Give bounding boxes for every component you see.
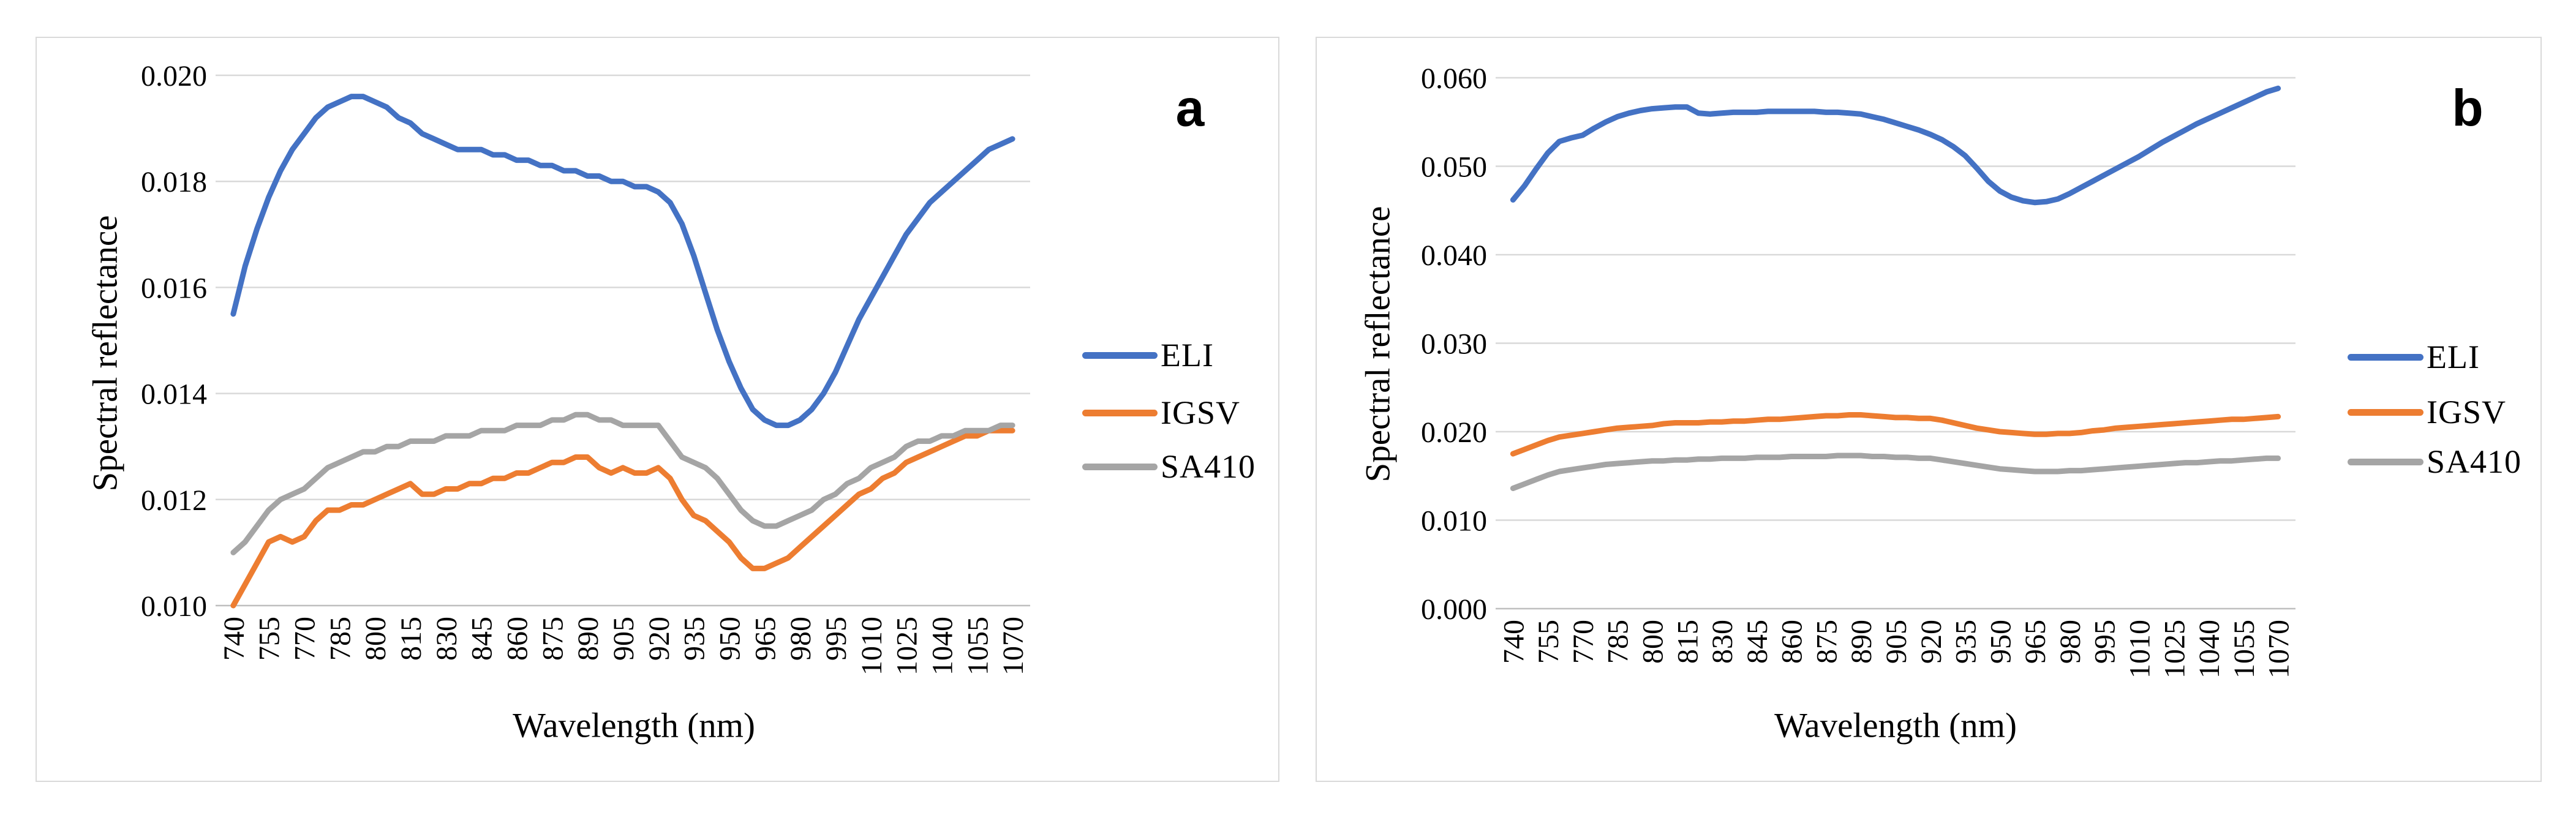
legend-line-eli <box>2348 353 2423 361</box>
x-tick-label: 965 <box>749 617 781 661</box>
legend-line-igsv <box>2348 408 2423 416</box>
x-tick-label: 1010 <box>856 617 888 675</box>
y-tick-label: 0.020 <box>1421 416 1487 449</box>
x-tick-label: 1025 <box>2158 620 2191 678</box>
y-tick-label: 0.010 <box>141 590 207 623</box>
x-tick-label: 1040 <box>926 617 958 675</box>
legend-label-igsv: IGSV <box>1161 394 1241 431</box>
x-tick-label: 815 <box>1671 620 1704 664</box>
y-tick-label: 0.050 <box>1421 151 1487 184</box>
series-line-igsv <box>1510 412 2281 457</box>
x-tick-label: 980 <box>785 617 817 661</box>
x-tick-label: 770 <box>289 617 322 661</box>
y-tick-label: 0.040 <box>1421 239 1487 272</box>
y-tick-label: 0.018 <box>141 166 207 198</box>
series-line-eli <box>1510 85 2281 206</box>
x-tick-label: 920 <box>643 617 676 661</box>
chart-b-plot: 0.060 0.050 0.040 0.030 0.020 0.010 0.000 740 75… <box>1421 62 2295 678</box>
x-tick-label: 770 <box>1567 620 1600 664</box>
legend-label-eli: ELI <box>2427 339 2480 375</box>
x-tick-label: 935 <box>679 617 711 661</box>
x-tick-label: 980 <box>2054 620 2087 664</box>
y-tick-label: 0.030 <box>1421 328 1487 361</box>
x-tick-label: 905 <box>608 617 640 661</box>
y-axis-title: Spectral reflectance <box>1358 206 1398 483</box>
series-line-sa410 <box>1510 453 2281 491</box>
x-tick-label: 740 <box>218 617 250 661</box>
legend-line-sa410 <box>1082 463 1158 470</box>
x-tick-label: 800 <box>1637 620 1670 664</box>
x-tick-label: 845 <box>466 617 499 661</box>
x-tick-label: 755 <box>1532 620 1565 664</box>
chart-a-plot: 0.020 0.018 0.016 0.014 0.012 0.010 740 755 770 7… <box>141 60 1030 675</box>
y-tick-label: 0.010 <box>1421 505 1487 538</box>
x-tick-label: 860 <box>502 617 534 661</box>
legend-item-sa410: SA410 <box>1082 448 1256 486</box>
chart-panel-a: 0.020 0.018 0.016 0.014 0.012 0.010 740 755 770 7… <box>36 37 1279 782</box>
legend-label-sa410: SA410 <box>1161 448 1256 485</box>
x-tick-label: 905 <box>1880 620 1913 664</box>
x-tick-label: 995 <box>2089 620 2122 664</box>
x-tick-label: 740 <box>1497 620 1530 664</box>
legend-item-igsv: IGSV <box>1082 394 1240 432</box>
panel-label-b: b <box>2452 79 2484 137</box>
x-tick-label: 995 <box>820 617 853 661</box>
x-tick-label: 890 <box>572 617 604 661</box>
y-tick-label: 0.000 <box>1421 593 1487 626</box>
x-tick-label: 875 <box>1810 620 1843 664</box>
x-tick-label: 1070 <box>2263 620 2295 678</box>
y-tick-label: 0.012 <box>141 484 207 517</box>
x-tick-label: 920 <box>1915 620 1948 664</box>
x-tick-label: 860 <box>1776 620 1809 664</box>
x-tick-label: 965 <box>2019 620 2052 664</box>
legend-item-igsv: IGSV <box>2348 393 2506 431</box>
x-tick-label: 830 <box>1706 620 1739 664</box>
legend-line-igsv <box>1082 409 1158 416</box>
x-tick-label: 1040 <box>2193 620 2226 678</box>
x-tick-label: 1055 <box>2228 620 2261 678</box>
legend-label-eli: ELI <box>1161 337 1214 374</box>
x-tick-label: 785 <box>1602 620 1635 664</box>
legend-label-igsv: IGSV <box>2427 394 2507 430</box>
x-tick-label: 1025 <box>891 617 924 675</box>
x-tick-label: 830 <box>431 617 463 661</box>
series-line-igsv <box>230 427 1015 609</box>
legend-item-eli: ELI <box>2348 338 2480 376</box>
y-axis-title: Spectral reflectance <box>86 215 125 492</box>
chart-panel-b: 0.060 0.050 0.040 0.030 0.020 0.010 0.000 740 75… <box>1316 37 2542 782</box>
x-tick-label: 785 <box>324 617 356 661</box>
legend-label-sa410: SA410 <box>2427 443 2522 480</box>
legend-line-eli <box>1082 351 1158 359</box>
panel-label-a: a <box>1175 79 1205 137</box>
legend-item-sa410: SA410 <box>2348 443 2521 481</box>
x-tick-label: 800 <box>360 617 392 661</box>
y-tick-label: 0.020 <box>141 60 207 92</box>
x-tick-label: 755 <box>254 617 286 661</box>
legend-item-eli: ELI <box>1082 336 1214 374</box>
series-line-eli <box>230 94 1015 429</box>
x-tick-label: 950 <box>1984 620 2017 664</box>
x-tick-label: 890 <box>1845 620 1878 664</box>
x-tick-label: 845 <box>1741 620 1774 664</box>
x-tick-label: 815 <box>395 617 427 661</box>
y-tick-label: 0.014 <box>141 378 207 411</box>
x-tick-label: 935 <box>1950 620 1983 664</box>
legend-line-sa410 <box>2348 458 2423 465</box>
series-line-sa410 <box>230 411 1015 555</box>
x-tick-label: 1055 <box>962 617 994 675</box>
x-axis-title: Wavelength (nm) <box>1774 706 2017 745</box>
x-axis-title: Wavelength (nm) <box>513 706 755 745</box>
x-tick-label: 1070 <box>997 617 1030 675</box>
x-tick-label: 950 <box>714 617 746 661</box>
y-tick-label: 0.016 <box>141 272 207 304</box>
x-tick-label: 875 <box>537 617 569 661</box>
x-tick-label: 1010 <box>2123 620 2156 678</box>
y-tick-label: 0.060 <box>1421 62 1487 95</box>
